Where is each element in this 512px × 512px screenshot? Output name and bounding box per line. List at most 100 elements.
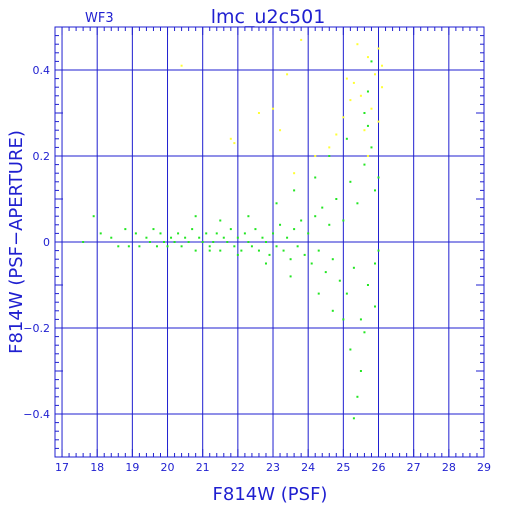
data-point bbox=[366, 56, 369, 59]
data-point bbox=[373, 305, 376, 308]
data-point bbox=[349, 180, 352, 183]
data-point bbox=[335, 133, 338, 136]
data-point bbox=[219, 219, 222, 222]
data-point bbox=[187, 241, 190, 243]
data-point bbox=[359, 370, 362, 372]
data-point bbox=[324, 271, 327, 274]
data-point bbox=[356, 395, 359, 398]
data-point bbox=[194, 215, 197, 218]
y-tick-label: 0.4 bbox=[33, 64, 51, 77]
data-point bbox=[356, 202, 359, 205]
data-point bbox=[180, 245, 183, 248]
data-point bbox=[352, 266, 355, 269]
data-point bbox=[264, 262, 267, 265]
data-point bbox=[191, 228, 194, 231]
data-point bbox=[289, 258, 292, 261]
data-point bbox=[373, 73, 376, 76]
data-point bbox=[293, 189, 296, 192]
data-point bbox=[349, 348, 352, 351]
data-points bbox=[82, 38, 384, 420]
data-point bbox=[159, 232, 162, 235]
x-tick-label: 17 bbox=[55, 461, 69, 474]
data-point bbox=[345, 137, 348, 140]
data-point bbox=[381, 64, 384, 67]
x-tick-label: 24 bbox=[301, 461, 315, 474]
data-point bbox=[293, 228, 296, 231]
data-point bbox=[352, 81, 355, 84]
data-point bbox=[247, 215, 250, 218]
data-point bbox=[338, 279, 341, 282]
data-point bbox=[366, 284, 369, 286]
data-point bbox=[110, 236, 113, 239]
x-tick-label: 29 bbox=[477, 461, 491, 474]
x-tick-label: 26 bbox=[372, 461, 386, 474]
data-point bbox=[275, 202, 278, 205]
data-point bbox=[345, 292, 348, 295]
data-point bbox=[99, 232, 102, 235]
data-point bbox=[307, 232, 310, 235]
data-point bbox=[296, 245, 299, 248]
data-point bbox=[198, 236, 201, 239]
data-point bbox=[264, 241, 267, 243]
x-tick-label: 28 bbox=[442, 461, 456, 474]
data-point bbox=[222, 236, 225, 239]
data-point bbox=[317, 249, 320, 252]
data-point bbox=[173, 241, 176, 243]
data-point bbox=[377, 176, 380, 179]
data-point bbox=[366, 90, 369, 93]
data-point bbox=[363, 331, 366, 334]
data-point bbox=[233, 142, 236, 145]
data-point bbox=[180, 64, 183, 67]
data-point bbox=[170, 236, 173, 239]
y-tick-label: 0 bbox=[43, 236, 50, 249]
data-point bbox=[166, 245, 169, 248]
data-point bbox=[377, 120, 380, 123]
data-point bbox=[219, 249, 222, 252]
x-tick-labels: 17 18 19 20 21 22 23 24 25 26 27 28 29 bbox=[55, 461, 491, 474]
data-point bbox=[226, 241, 229, 243]
data-point bbox=[117, 245, 120, 248]
data-point bbox=[250, 245, 253, 248]
data-point bbox=[359, 318, 362, 321]
data-point bbox=[314, 155, 317, 157]
data-point bbox=[124, 228, 127, 231]
data-point bbox=[247, 241, 250, 243]
data-point bbox=[377, 249, 380, 252]
x-axis-title: F814W (PSF) bbox=[213, 484, 328, 505]
data-point bbox=[317, 292, 320, 295]
data-point bbox=[328, 223, 331, 226]
x-tick-label: 19 bbox=[125, 461, 139, 474]
data-point bbox=[300, 219, 303, 222]
tick-marks bbox=[55, 26, 485, 458]
data-point bbox=[275, 245, 278, 248]
data-point bbox=[300, 38, 303, 41]
data-point bbox=[314, 215, 317, 218]
y-axis-title: F814W (PSF−APERTURE) bbox=[6, 130, 27, 354]
data-point bbox=[272, 232, 275, 235]
data-point bbox=[229, 228, 232, 231]
data-point bbox=[370, 146, 373, 149]
x-tick-label: 22 bbox=[231, 461, 245, 474]
chip-tag: WF3 bbox=[85, 11, 114, 26]
data-point bbox=[363, 112, 366, 114]
data-point bbox=[345, 77, 348, 80]
data-point bbox=[243, 232, 246, 235]
data-point bbox=[370, 107, 373, 110]
data-point bbox=[155, 245, 158, 248]
data-point bbox=[163, 241, 166, 243]
data-point bbox=[286, 73, 289, 76]
data-point bbox=[177, 232, 180, 235]
data-point bbox=[352, 417, 355, 420]
y-tick-labels: −0.4 −0.2 0 0.2 0.4 bbox=[23, 64, 50, 421]
data-point bbox=[293, 172, 296, 175]
y-tick-label: −0.2 bbox=[23, 322, 50, 335]
data-point bbox=[257, 249, 260, 252]
x-tick-label: 18 bbox=[90, 461, 104, 474]
data-point bbox=[342, 116, 345, 119]
data-point bbox=[268, 253, 271, 256]
data-point bbox=[282, 249, 285, 252]
data-point bbox=[359, 94, 362, 97]
data-point bbox=[208, 245, 211, 248]
